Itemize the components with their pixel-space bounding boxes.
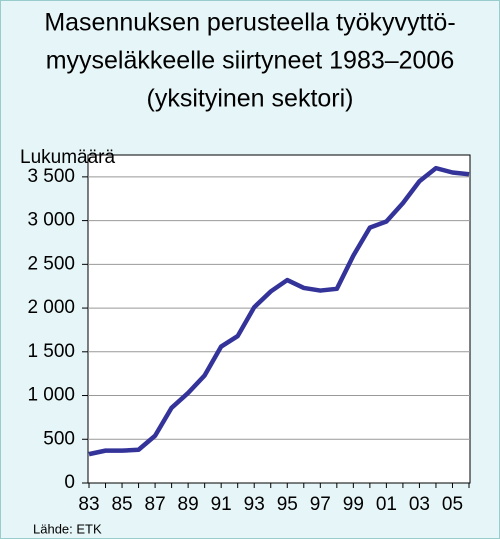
y-axis-label: Lukumäärä xyxy=(20,147,115,168)
source: Lähde: ETK xyxy=(33,521,102,536)
x-tick-label: 05 xyxy=(442,494,463,515)
y-tick-label: 2 000 xyxy=(27,297,75,318)
x-tick-label: 97 xyxy=(310,494,331,515)
x-tick-label: 85 xyxy=(111,494,132,515)
x-tick-label: 01 xyxy=(376,494,397,515)
x-tick-label: 99 xyxy=(343,494,364,515)
chart-title: Masennuksen perusteella työkyvyttö- xyxy=(44,9,455,37)
x-tick-label: 93 xyxy=(244,494,265,515)
y-tick-label: 1 000 xyxy=(27,385,75,406)
y-tick-label: 3 000 xyxy=(27,210,75,231)
y-tick-label: 500 xyxy=(43,428,75,449)
y-tick-label: 0 xyxy=(64,472,75,493)
chart-title: myyseläkkeelle siirtyneet 1983–2006 xyxy=(46,47,455,75)
y-tick-label: 1 500 xyxy=(27,341,75,362)
x-tick-label: 95 xyxy=(277,494,298,515)
x-tick-label: 89 xyxy=(178,494,199,515)
chart-title: (yksityinen sektori) xyxy=(147,85,354,113)
plot-area xyxy=(87,154,471,484)
x-tick-label: 91 xyxy=(211,494,232,515)
x-tick-label: 03 xyxy=(409,494,430,515)
x-tick-label: 83 xyxy=(78,494,99,515)
x-tick-label: 87 xyxy=(145,494,166,515)
y-tick-label: 2 500 xyxy=(27,253,75,274)
line xyxy=(88,165,470,457)
y-tick-label: 3 500 xyxy=(27,166,75,187)
